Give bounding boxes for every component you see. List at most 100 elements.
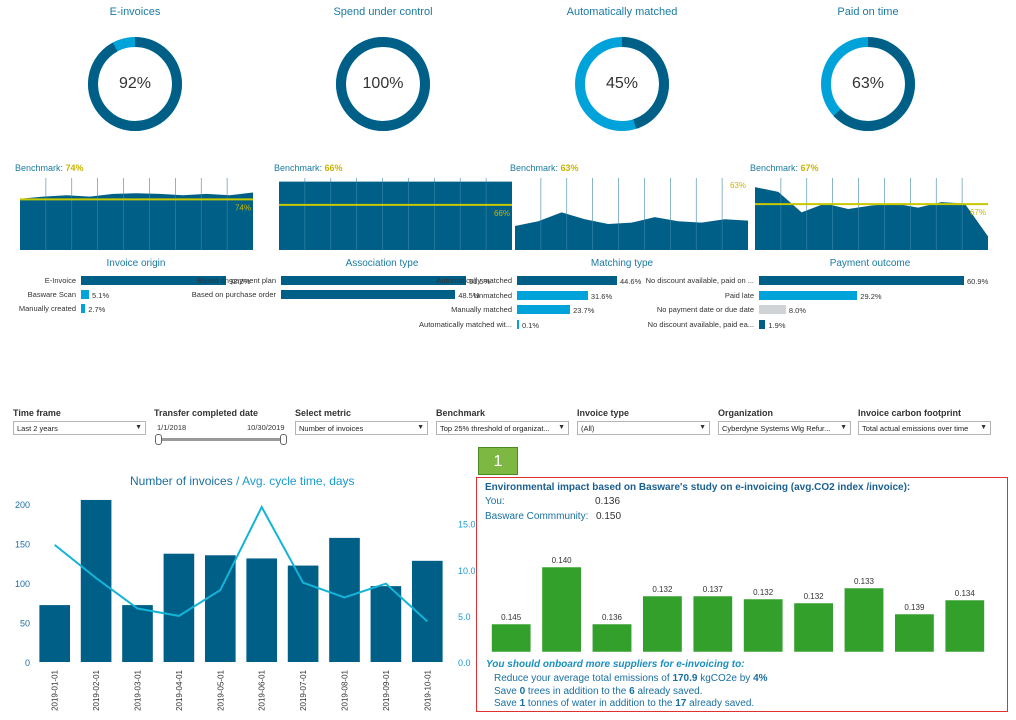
breakdown-bar (281, 290, 456, 299)
co2-bar (592, 623, 632, 653)
breakdown-label: No discount available, paid on ... (645, 276, 754, 285)
benchmark-value: Top 25% threshold of organizat... (440, 424, 550, 433)
slider-handle-end[interactable] (280, 434, 287, 445)
breakdown-value: 2.7% (88, 305, 106, 314)
chevron-down-icon: ▼ (699, 424, 706, 431)
y-tick-label: 50 (20, 618, 30, 628)
kpi-donut (821, 37, 915, 131)
benchmark-label: Benchmark: 66% (274, 163, 343, 173)
y2-tick-label: 5.0 (458, 612, 471, 622)
benchmark-label: Benchmark (436, 408, 486, 418)
y2-tick-label: 15.0 (458, 520, 475, 530)
chevron-down-icon: ▼ (840, 424, 847, 431)
kpi-donut (336, 37, 430, 131)
breakdown-label: Based on payment plan (197, 276, 276, 285)
organization-value: Cyberdyne Systems Wlg Refur... (722, 424, 831, 433)
breakdown-label: Automatically matched (436, 276, 512, 285)
co2-bar-label: 0.132 (804, 592, 825, 601)
breakdown-label: Unmatched (473, 290, 512, 300)
reduce-line: Reduce your average total emissions of 1… (494, 673, 768, 684)
invoice-combo-chart: 0 50 100 150 200 0.0 5.0 10.0 15.0 2019-01-01 2019… (15, 499, 475, 711)
benchmark-line-label: 74% (235, 203, 251, 212)
breakdown-label: E-Invoice (44, 276, 76, 285)
metric-value: Number of invoices (299, 424, 364, 433)
breakdown-value: 29.2% (860, 291, 882, 301)
co2-bar (541, 566, 582, 653)
chart-title-primary: Number of invoices (130, 474, 233, 488)
area-fill (755, 187, 988, 250)
breakdown-bar (81, 304, 86, 313)
breakdown-label: Manually created (18, 304, 76, 313)
breakdown-bar (517, 276, 617, 285)
breakdown-bar (81, 290, 90, 299)
community-label: Basware Commmunity: (485, 511, 589, 522)
breakdown-label: No payment date or due date (656, 305, 754, 314)
area-fill (279, 181, 512, 250)
x-tick-label: 2019-10-01 (423, 669, 432, 710)
co2-bar (793, 602, 834, 653)
breakdown-label: Automatically matched wit... (419, 319, 512, 329)
breakdown-bar (517, 305, 571, 314)
invoice-count-bar (287, 565, 319, 662)
x-tick-label: 2019-07-01 (299, 669, 308, 710)
section-title: Payment outcome (829, 258, 911, 269)
date-end: 10/30/2019 (247, 423, 285, 432)
x-tick-label: 2019-09-01 (382, 669, 391, 710)
breakdown-label: Manually matched (451, 305, 512, 314)
you-value: 0.136 (595, 496, 621, 507)
breakdown-value: 5.1% (92, 291, 110, 300)
co2-bar-label: 0.133 (854, 577, 875, 586)
x-tick-label: 2019-05-01 (216, 669, 225, 710)
breakdown-bar (759, 305, 786, 314)
breakdown-label: No discount available, paid ea... (647, 319, 754, 329)
time-frame-label: Time frame (13, 408, 61, 418)
benchmark-line-label: 67% (970, 208, 986, 217)
callout-badge: 1 (478, 447, 518, 475)
donut-fill (575, 37, 669, 131)
breakdown-value: 23.7% (573, 306, 595, 315)
y2-tick-label: 0.0 (458, 658, 471, 668)
chart-title-secondary: Avg. cycle time, days (242, 474, 355, 488)
kpi-title: Spend under control (333, 6, 433, 18)
benchmark-area-chart: 63% (515, 178, 748, 250)
co2-bar-label: 0.134 (955, 589, 976, 598)
organization-select[interactable]: Cyberdyne Systems Wlg Refur... ▼ (718, 421, 851, 435)
invoice-count-bar (329, 537, 360, 662)
x-tick-label: 2019-02-01 (92, 669, 101, 710)
breakdown-label: Basware Scan (27, 290, 76, 299)
you-label: You: (485, 496, 505, 507)
co2-index-chart: 0.145 0.140 0.136 0.132 0.137 0.132 0.132 0.133… (491, 556, 985, 653)
benchmark-select[interactable]: Top 25% threshold of organizat... ▼ (436, 421, 569, 435)
kpi-donut (575, 37, 669, 131)
chevron-down-icon: ▼ (558, 424, 565, 431)
benchmark-label: Benchmark: 67% (750, 163, 819, 173)
donut-fill (88, 37, 182, 131)
co2-bar-label: 0.137 (703, 585, 724, 594)
benchmark-area-chart: 67% (755, 178, 988, 250)
breakdown-bar (517, 290, 588, 300)
co2-bar (692, 595, 733, 653)
invoice-type-select[interactable]: (All) ▼ (577, 421, 710, 435)
community-value: 0.150 (596, 511, 622, 522)
kpi-value: 100% (362, 75, 404, 92)
breakdown-bar (759, 319, 766, 329)
benchmark-label: Benchmark: 63% (510, 163, 579, 173)
invoice-count-bar (39, 605, 71, 662)
date-start: 1/1/2018 (157, 423, 187, 432)
slider-handle-start[interactable] (155, 434, 162, 445)
metric-select[interactable]: Number of invoices ▼ (295, 421, 428, 435)
trees-line: Save 0 trees in addition to the 6 alread… (494, 686, 703, 697)
section-title: Invoice origin (106, 258, 166, 269)
onboard-headline: You should onboard more suppliers for e-… (486, 659, 745, 670)
co2-bar-label: 0.140 (552, 556, 573, 565)
environment-title: Environmental impact based on Basware's … (485, 482, 911, 493)
chevron-down-icon: ▼ (135, 424, 142, 431)
carbon-select[interactable]: Total actual emissions over time ▼ (858, 421, 991, 435)
organization-label: Organization (718, 408, 774, 418)
time-frame-select[interactable]: Last 2 years ▼ (13, 421, 146, 435)
invoice-count-bar (80, 499, 112, 662)
date-range-slider[interactable] (158, 438, 284, 441)
benchmark-area-chart: 66% (279, 178, 512, 250)
environment-panel (476, 477, 1008, 712)
invoice-count-bar (163, 553, 195, 662)
